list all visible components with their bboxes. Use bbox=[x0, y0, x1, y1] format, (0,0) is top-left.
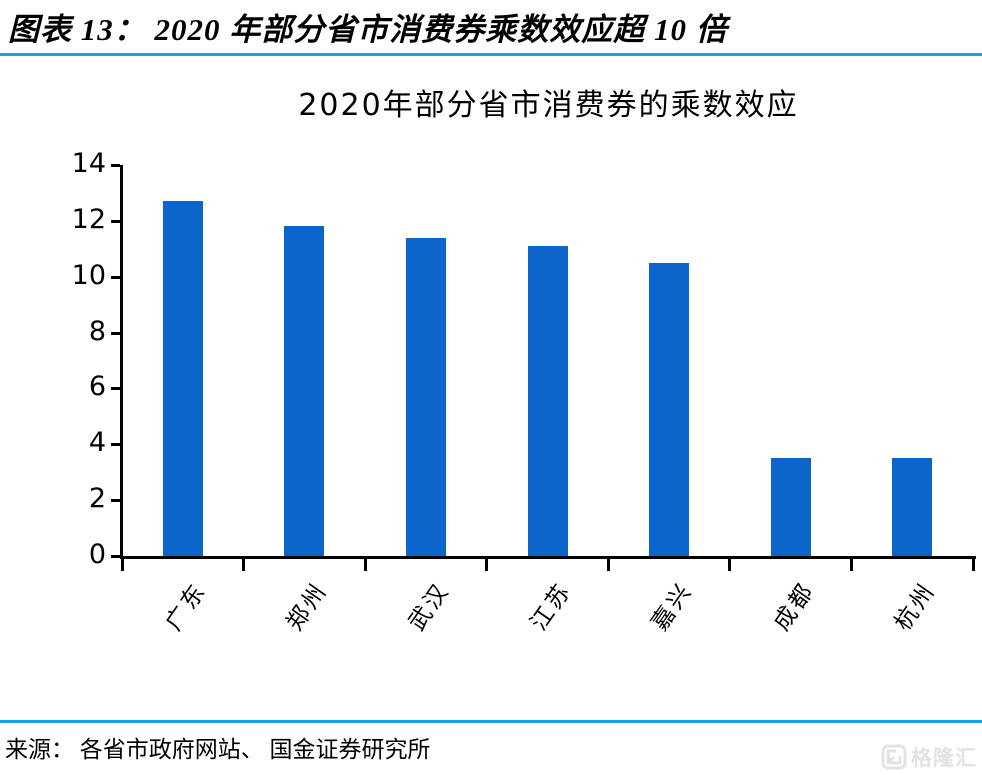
chart-title: 2020年部分省市消费券的乘数效应 bbox=[298, 88, 799, 123]
y-axis-tick-label: 12 bbox=[71, 203, 106, 235]
y-axis-tick bbox=[111, 387, 120, 391]
bar-武汉 bbox=[405, 237, 446, 556]
bar-嘉兴 bbox=[649, 262, 690, 556]
y-axis-tick-label: 4 bbox=[88, 427, 106, 459]
bar-杭州 bbox=[892, 458, 933, 556]
y-axis-tick-label: 14 bbox=[71, 148, 106, 179]
x-axis-tick bbox=[849, 559, 853, 571]
figure-caption: 图表 13： 2020 年部分省市消费券乘数效应超 10 倍 bbox=[8, 12, 728, 47]
x-axis-tick bbox=[606, 559, 610, 571]
y-axis-tick bbox=[111, 443, 120, 447]
bottom-divider-line bbox=[0, 720, 982, 723]
x-axis-tick bbox=[728, 559, 732, 571]
x-axis-tick bbox=[971, 559, 975, 571]
source-note: 来源： 各省市政府网站、 国金证券研究所 bbox=[5, 737, 431, 762]
x-axis-tick bbox=[120, 559, 124, 571]
y-axis-tick bbox=[111, 164, 120, 167]
bar-江苏 bbox=[527, 245, 568, 556]
bar-广东 bbox=[162, 201, 203, 556]
bar-郑州 bbox=[284, 226, 325, 556]
x-axis-line bbox=[120, 556, 976, 559]
bar-成都 bbox=[770, 458, 811, 556]
watermark-brand-text: 格隆汇 bbox=[911, 746, 977, 770]
top-divider-line bbox=[0, 53, 982, 56]
x-axis-tick bbox=[363, 559, 367, 571]
gelonghui-logo-icon bbox=[881, 744, 907, 770]
watermark: 格隆汇 bbox=[881, 742, 977, 772]
x-axis-category-label: 成都 bbox=[768, 578, 819, 635]
y-axis-tick-label: 10 bbox=[71, 259, 106, 291]
y-axis-tick bbox=[111, 331, 120, 335]
y-axis-line bbox=[120, 165, 123, 559]
y-axis-tick bbox=[111, 275, 120, 279]
plot-area: 0 2 4 6 8 10 12 14 广东 郑州 武汉 江苏 嘉兴 成都 杭州 bbox=[71, 148, 976, 635]
y-axis-tick-label: 0 bbox=[88, 539, 106, 570]
x-axis-category-label: 杭州 bbox=[890, 578, 941, 635]
x-axis-category-label: 武汉 bbox=[403, 578, 455, 635]
y-axis-tick-label: 8 bbox=[88, 315, 106, 347]
x-axis-tick bbox=[242, 559, 246, 571]
y-axis-tick bbox=[111, 555, 120, 558]
x-axis-category-label: 郑州 bbox=[282, 578, 333, 635]
y-axis-tick-label: 6 bbox=[88, 371, 106, 403]
x-axis-category-label: 广东 bbox=[160, 578, 211, 635]
x-axis-category-label: 江苏 bbox=[525, 578, 576, 635]
y-axis-tick bbox=[111, 219, 120, 223]
x-axis-tick bbox=[485, 559, 489, 571]
y-axis-tick-label: 2 bbox=[88, 483, 106, 515]
x-axis-category-label: 嘉兴 bbox=[646, 578, 698, 635]
y-axis-tick bbox=[111, 499, 120, 503]
